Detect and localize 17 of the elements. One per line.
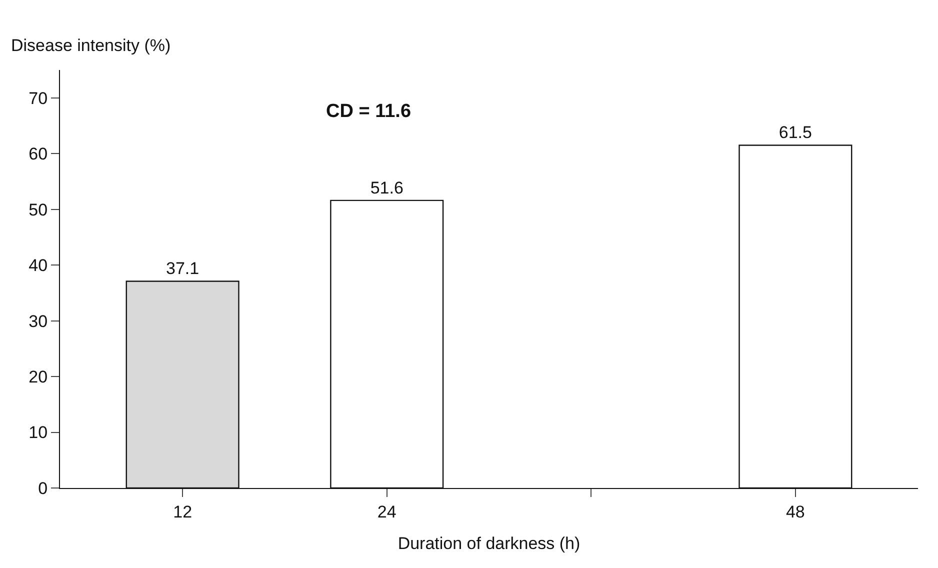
x-tick-label: 12 [173,502,192,522]
data-label: 61.5 [778,123,812,142]
y-tick-label: 20 [28,367,48,386]
data-label: 37.1 [166,259,200,278]
y-tick-label: 30 [28,312,48,331]
y-tick-label: 10 [28,423,48,442]
x-tick-label: 24 [377,502,396,522]
y-tick-label: 50 [28,200,48,220]
x-tick-label: 48 [786,502,805,522]
y-tick-label: 60 [28,144,48,164]
annotation: CD = 11.6 [326,101,412,122]
y-tick-label: 40 [28,256,48,276]
y-tick-label: 70 [28,88,48,108]
y-tick-label: 0 [38,478,48,498]
y-axis-title: Disease intensity (%) [11,36,171,55]
data-label: 51.6 [370,178,404,198]
x-axis-title: Duration of darkness (h) [398,534,580,553]
